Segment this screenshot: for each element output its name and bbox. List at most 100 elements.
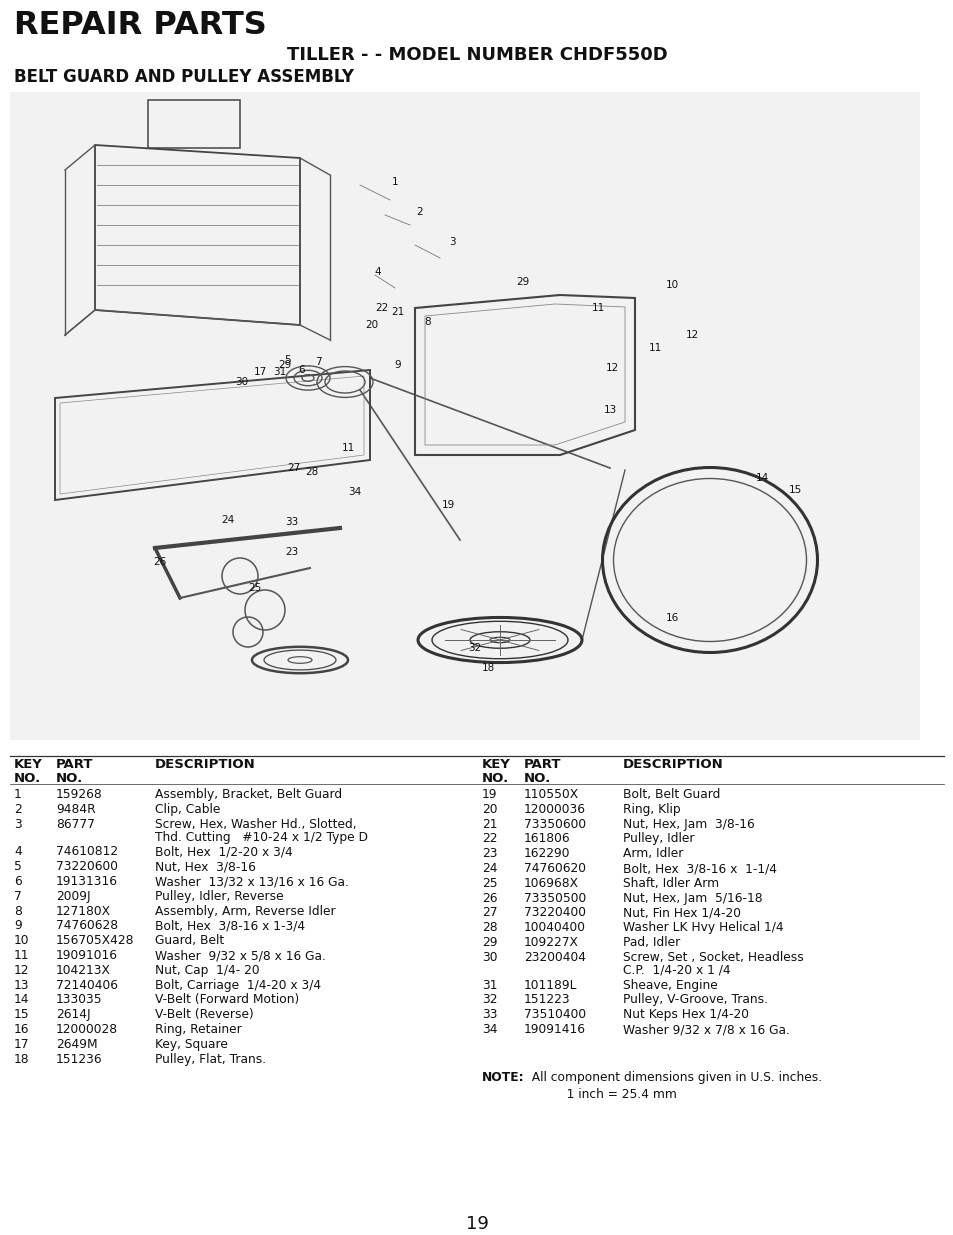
Text: 15: 15	[787, 485, 801, 495]
Text: 23: 23	[481, 847, 497, 861]
Text: V-Belt (Reverse): V-Belt (Reverse)	[154, 1008, 253, 1021]
Text: 29: 29	[481, 936, 497, 948]
Text: 110550X: 110550X	[523, 788, 578, 802]
Text: 8: 8	[14, 904, 22, 918]
Text: 4: 4	[14, 846, 22, 858]
Text: 33: 33	[481, 1008, 497, 1021]
Text: 74610812: 74610812	[56, 846, 118, 858]
Text: DESCRIPTION: DESCRIPTION	[622, 758, 723, 771]
Text: 12000036: 12000036	[523, 803, 585, 816]
Text: 74760620: 74760620	[523, 862, 585, 876]
Text: Assembly, Arm, Reverse Idler: Assembly, Arm, Reverse Idler	[154, 904, 335, 918]
Text: DESCRIPTION: DESCRIPTION	[154, 758, 255, 771]
Text: 22: 22	[481, 832, 497, 846]
Text: 23200404: 23200404	[523, 951, 585, 963]
Text: 14: 14	[755, 473, 768, 483]
Text: 20: 20	[481, 803, 497, 816]
Text: Nut, Hex  3/8-16: Nut, Hex 3/8-16	[154, 861, 255, 873]
Text: BELT GUARD AND PULLEY ASSEMBLY: BELT GUARD AND PULLEY ASSEMBLY	[14, 68, 354, 86]
Text: 30: 30	[481, 951, 497, 963]
Text: 18: 18	[481, 663, 494, 673]
Text: 19: 19	[465, 1215, 488, 1233]
Text: 15: 15	[14, 1008, 30, 1021]
Text: 10040400: 10040400	[523, 921, 585, 934]
Text: 12000028: 12000028	[56, 1023, 118, 1036]
Text: Guard, Belt: Guard, Belt	[154, 934, 224, 947]
Text: 23: 23	[285, 547, 298, 557]
Text: Pulley, Flat, Trans.: Pulley, Flat, Trans.	[154, 1052, 266, 1066]
Text: PART
NO.: PART NO.	[523, 758, 561, 785]
Text: Bolt, Hex  3/8-16 x 1-3/4: Bolt, Hex 3/8-16 x 1-3/4	[154, 919, 305, 932]
Text: 25: 25	[248, 583, 261, 593]
Text: 11: 11	[591, 303, 604, 312]
Text: 1: 1	[392, 177, 398, 186]
Text: 32: 32	[481, 993, 497, 1007]
Text: 6: 6	[14, 876, 22, 888]
Text: 5: 5	[14, 861, 22, 873]
Text: 24: 24	[481, 862, 497, 876]
Text: 159268: 159268	[56, 788, 103, 802]
Text: Bolt, Carriage  1/4-20 x 3/4: Bolt, Carriage 1/4-20 x 3/4	[154, 978, 321, 992]
Text: 73220400: 73220400	[523, 906, 585, 919]
Text: 30: 30	[235, 377, 249, 387]
Text: 133035: 133035	[56, 993, 103, 1007]
Text: 2: 2	[416, 207, 423, 217]
Text: 2: 2	[14, 803, 22, 816]
Text: 4: 4	[375, 267, 381, 277]
Text: 19091416: 19091416	[523, 1023, 585, 1036]
Text: 73350600: 73350600	[523, 818, 585, 831]
Text: 25: 25	[481, 877, 497, 889]
Text: TILLER - - MODEL NUMBER CHDF550D: TILLER - - MODEL NUMBER CHDF550D	[286, 46, 667, 64]
Text: 9484R: 9484R	[56, 803, 95, 816]
Text: Screw, Hex, Washer Hd., Slotted,: Screw, Hex, Washer Hd., Slotted,	[154, 818, 356, 831]
Text: Arm, Idler: Arm, Idler	[622, 847, 682, 861]
Text: 12: 12	[684, 330, 698, 340]
Text: Ring, Klip: Ring, Klip	[622, 803, 679, 816]
Text: 3: 3	[14, 818, 22, 831]
Text: All component dimensions given in U.S. inches.
           1 inch = 25.4 mm: All component dimensions given in U.S. i…	[523, 1072, 821, 1102]
Text: 26: 26	[481, 892, 497, 904]
Text: 14: 14	[14, 993, 30, 1007]
Text: Bolt, Hex  1/2-20 x 3/4: Bolt, Hex 1/2-20 x 3/4	[154, 846, 293, 858]
Text: 7: 7	[14, 890, 22, 903]
Text: 9: 9	[395, 359, 401, 370]
Text: 28: 28	[305, 467, 318, 477]
Text: 109227X: 109227X	[523, 936, 578, 948]
Text: Pad, Idler: Pad, Idler	[622, 936, 679, 948]
Text: 17: 17	[253, 367, 266, 377]
Text: 151223: 151223	[523, 993, 570, 1007]
Text: 10: 10	[14, 934, 30, 947]
Text: 28: 28	[481, 921, 497, 934]
Text: 13: 13	[14, 978, 30, 992]
Text: 9: 9	[14, 919, 22, 932]
Text: Bolt, Belt Guard: Bolt, Belt Guard	[622, 788, 720, 802]
Text: 18: 18	[14, 1052, 30, 1066]
Text: 7: 7	[314, 357, 321, 367]
Text: Washer  13/32 x 13/16 x 16 Ga.: Washer 13/32 x 13/16 x 16 Ga.	[154, 876, 349, 888]
Text: 32: 32	[468, 643, 481, 653]
Text: Key, Square: Key, Square	[154, 1037, 228, 1051]
Text: Bolt, Hex  3/8-16 x  1-1/4: Bolt, Hex 3/8-16 x 1-1/4	[622, 862, 776, 876]
Text: Pulley, Idler: Pulley, Idler	[622, 832, 694, 846]
Text: KEY
NO.: KEY NO.	[481, 758, 511, 785]
Text: NOTE:: NOTE:	[481, 1072, 524, 1084]
Text: 101189L: 101189L	[523, 978, 577, 992]
Text: 29: 29	[516, 277, 529, 287]
Text: Pulley, V-Groove, Trans.: Pulley, V-Groove, Trans.	[622, 993, 767, 1007]
Text: 86777: 86777	[56, 818, 94, 831]
Text: Nut Keps Hex 1/4-20: Nut Keps Hex 1/4-20	[622, 1008, 748, 1021]
Text: 127180X: 127180X	[56, 904, 111, 918]
Text: Sheave, Engine: Sheave, Engine	[622, 978, 717, 992]
Text: 8: 8	[424, 317, 431, 327]
Text: 6: 6	[298, 366, 305, 375]
Text: 34: 34	[481, 1023, 497, 1036]
FancyBboxPatch shape	[10, 91, 919, 740]
Text: 11: 11	[14, 948, 30, 962]
Text: Nut, Cap  1/4- 20: Nut, Cap 1/4- 20	[154, 963, 259, 977]
Text: Washer  9/32 x 5/8 x 16 Ga.: Washer 9/32 x 5/8 x 16 Ga.	[154, 948, 326, 962]
Text: Nut, Hex, Jam  3/8-16: Nut, Hex, Jam 3/8-16	[622, 818, 754, 831]
Text: 104213X: 104213X	[56, 963, 111, 977]
Text: 33: 33	[285, 517, 298, 527]
Text: 2649M: 2649M	[56, 1037, 97, 1051]
Text: 156705X428: 156705X428	[56, 934, 134, 947]
